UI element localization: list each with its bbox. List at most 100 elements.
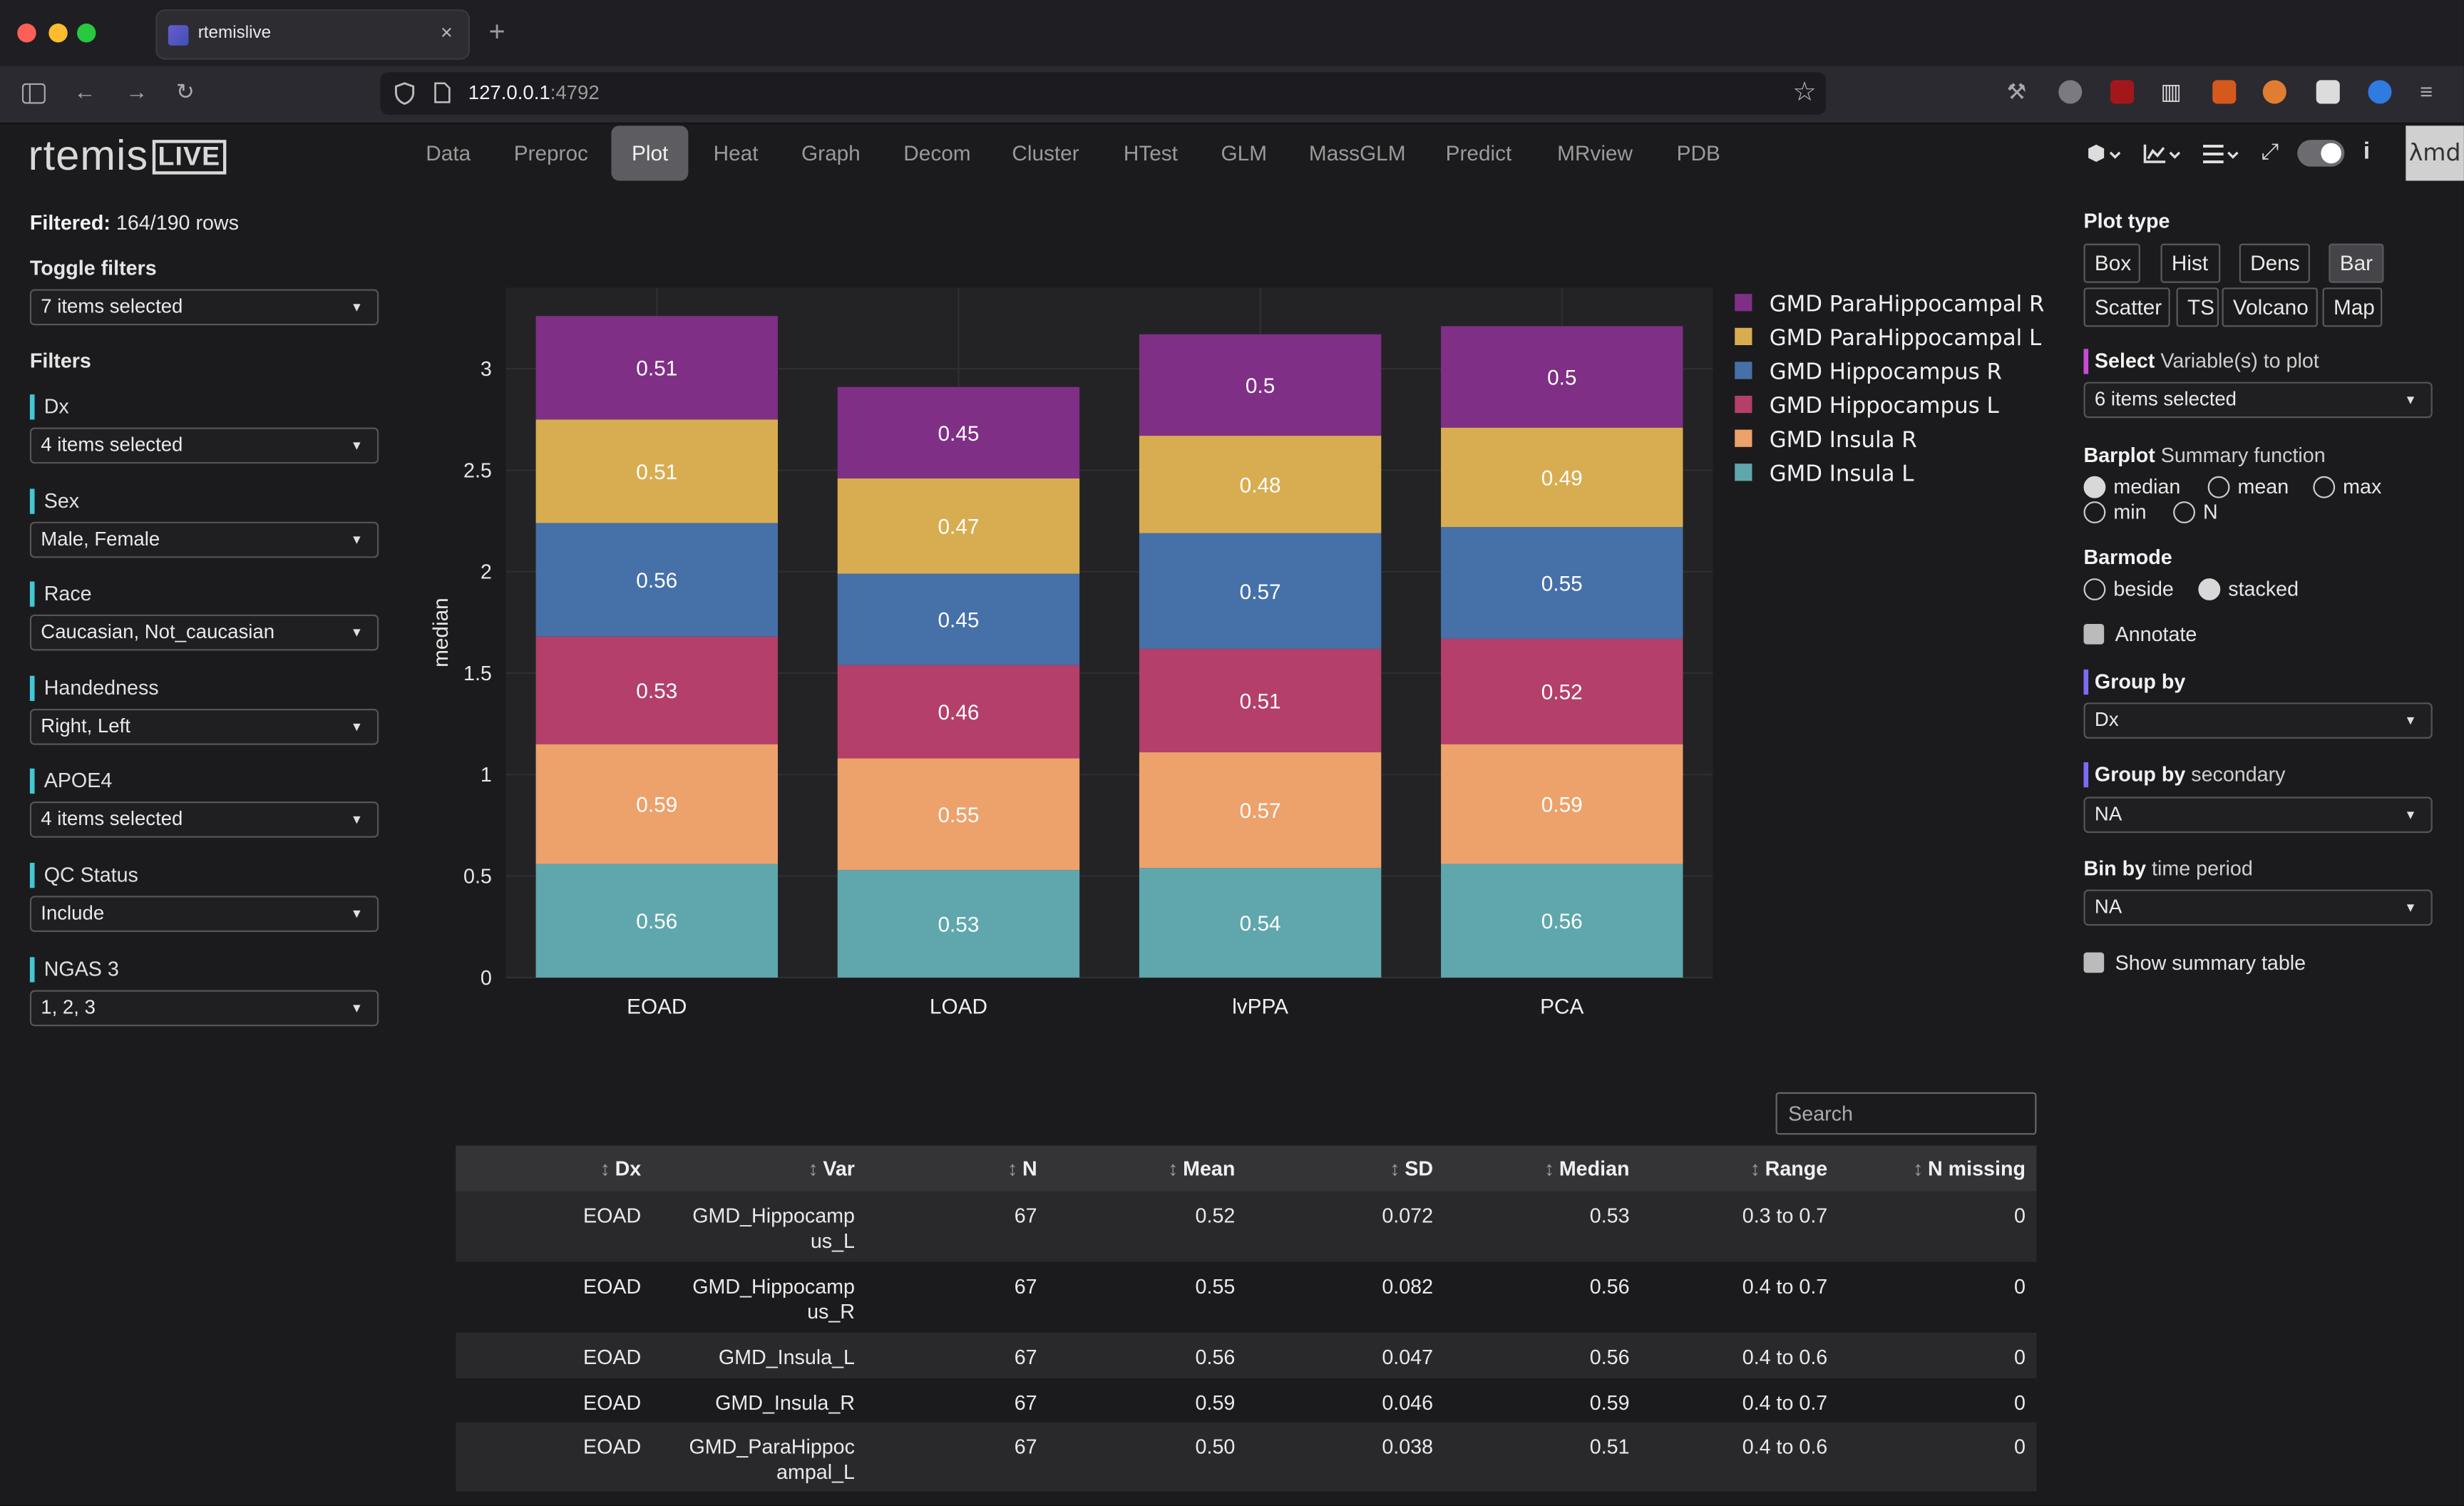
- column-header-var[interactable]: ↕ Var: [808, 1157, 855, 1180]
- bin-by-select[interactable]: NA ▼: [2083, 889, 2433, 926]
- chart-menu-icon[interactable]: [2143, 143, 2184, 165]
- group-by-secondary-select[interactable]: NA ▼: [2083, 796, 2433, 834]
- nav-tab-cluster[interactable]: Cluster: [1012, 141, 1079, 165]
- filter-select-qc-status[interactable]: Include ▼: [29, 896, 379, 932]
- nav-tab-predict[interactable]: Predict: [1445, 141, 1512, 165]
- list-menu-icon[interactable]: [2202, 143, 2242, 165]
- table-row[interactable]: EOAD GMD_Hippocamp us_R 67 0.55 0.082 0.56 0.4 …: [456, 1262, 2036, 1333]
- browser-tab[interactable]: rtemislive ×: [155, 9, 470, 60]
- fire-extension-icon[interactable]: [2212, 80, 2237, 104]
- table-row[interactable]: EOAD GMD_Insula_L 67 0.56 0.047 0.56 0.4 to 0.…: [456, 1332, 2037, 1378]
- show-summary-checkbox[interactable]: [2083, 952, 2105, 973]
- column-header-sd[interactable]: ↕ SD: [1390, 1157, 1433, 1180]
- plot-type-scatter-button[interactable]: Scatter: [2083, 287, 2170, 327]
- back-arrow-icon[interactable]: ←: [73, 78, 96, 104]
- bars-extension-icon[interactable]: ▥: [2160, 78, 2182, 104]
- info-icon[interactable]: i: [2363, 138, 2371, 165]
- filter-select-handedness[interactable]: Right, Left ▼: [29, 708, 379, 745]
- plot-type-map-button[interactable]: Map: [2322, 287, 2383, 327]
- plot-type-ts-button[interactable]: TS: [2176, 287, 2219, 327]
- table-search-input[interactable]: Search: [1775, 1092, 2037, 1135]
- nav-tab-plot[interactable]: Plot: [611, 125, 689, 181]
- new-tab-icon[interactable]: +: [488, 16, 505, 48]
- cube-menu-icon[interactable]: [2087, 143, 2125, 165]
- plot-type-dens-button[interactable]: Dens: [2239, 243, 2310, 283]
- toggle-filters-select[interactable]: 7 items selected ▼: [29, 289, 379, 326]
- nav-tab-graph[interactable]: Graph: [801, 141, 861, 165]
- caret-down-icon: ▼: [350, 906, 364, 921]
- dog-extension-icon[interactable]: [2262, 80, 2286, 104]
- globe-extension-icon[interactable]: [2058, 80, 2083, 104]
- summary-max-radio[interactable]: max: [2313, 475, 2381, 498]
- nav-tab-preproc[interactable]: Preproc: [513, 141, 588, 165]
- nav-tab-glm[interactable]: GLM: [1221, 141, 1268, 165]
- filter-select-ngas-3[interactable]: 1, 2, 3 ▼: [29, 989, 379, 1026]
- data-label: 0.51: [636, 357, 677, 381]
- y-tick-label: 1: [481, 764, 492, 787]
- column-header-n-missing[interactable]: ↕ N missing: [1913, 1157, 2026, 1180]
- lambda-md-logo[interactable]: λmd: [2406, 125, 2464, 181]
- column-header-dx[interactable]: ↕ Dx: [600, 1157, 642, 1180]
- browser-menu-icon[interactable]: ≡: [2420, 78, 2433, 104]
- summary-n-radio[interactable]: N: [2173, 500, 2218, 523]
- caret-down-icon: ▼: [350, 625, 364, 640]
- url-text[interactable]: 127.0.0.1:4792: [468, 82, 600, 104]
- filter-value: Caucasian, Not_caucasian: [41, 620, 275, 643]
- bar-segment: [837, 758, 1080, 871]
- bookmark-star-icon[interactable]: ☆: [1792, 76, 1817, 107]
- close-tab-icon[interactable]: ×: [441, 20, 453, 44]
- column-header-median[interactable]: ↕ Median: [1544, 1157, 1630, 1180]
- document-extension-icon[interactable]: [2316, 80, 2340, 104]
- nav-tab-decom[interactable]: Decom: [903, 141, 971, 165]
- forward-arrow-icon[interactable]: →: [125, 78, 148, 104]
- nav-tab-data[interactable]: Data: [426, 141, 471, 165]
- cell-var-line2: ampal_L: [776, 1460, 855, 1484]
- nav-tab-mrview[interactable]: MRview: [1557, 141, 1633, 165]
- column-header-mean[interactable]: ↕ Mean: [1168, 1157, 1235, 1180]
- plot-type-box-button[interactable]: Box: [2083, 243, 2140, 283]
- summary-median-radio[interactable]: median: [2083, 475, 2180, 498]
- cell-range: 0.4 to 0.7: [1742, 1274, 1828, 1298]
- cell-var-line1: GMD_Hippocamp: [692, 1204, 855, 1228]
- shield-icon[interactable]: [394, 82, 415, 106]
- fullscreen-icon[interactable]: ⤢: [2261, 138, 2279, 164]
- filter-select-sex[interactable]: Male, Female ▼: [29, 521, 379, 558]
- page-icon[interactable]: [433, 82, 451, 104]
- bar-segment: [535, 636, 778, 744]
- reload-icon[interactable]: ↻: [175, 78, 195, 104]
- plot-type-volcano-button[interactable]: Volcano: [2222, 287, 2318, 327]
- filter-select-apoe4[interactable]: 4 items selected ▼: [29, 801, 379, 839]
- dark-mode-toggle[interactable]: [2297, 140, 2345, 167]
- barmode-beside-radio[interactable]: beside: [2083, 577, 2174, 600]
- column-header-n[interactable]: ↕ N: [1007, 1157, 1037, 1180]
- summary-mean-radio[interactable]: mean: [2207, 475, 2289, 498]
- filter-value: 4 items selected: [41, 434, 183, 456]
- annotate-checkbox[interactable]: [2083, 623, 2105, 645]
- barmode-stacked-radio[interactable]: stacked: [2198, 577, 2299, 600]
- variables-select[interactable]: 6 items selected ▼: [2083, 381, 2433, 419]
- zoom-window-button[interactable]: [76, 24, 96, 43]
- filter-select-dx[interactable]: 4 items selected ▼: [29, 427, 379, 464]
- table-row[interactable]: EOAD GMD_ParaHippoc ampal_L 67 0.50 0.038 0.51…: [456, 1422, 2037, 1492]
- nav-tab-pdb[interactable]: PDB: [1676, 141, 1720, 165]
- group-by-select[interactable]: Dx ▼: [2083, 702, 2433, 739]
- summary-min-radio[interactable]: min: [2083, 500, 2147, 523]
- nav-tab-heat[interactable]: Heat: [713, 141, 759, 165]
- caret-down-icon: ▼: [2404, 807, 2417, 822]
- table-row[interactable]: EOAD GMD_Insula_R 67 0.59 0.046 0.59 0.4 to 0.…: [456, 1378, 2036, 1423]
- filter-select-race[interactable]: Caucasian, Not_caucasian ▼: [29, 615, 379, 651]
- sidebar-toggle-icon[interactable]: [21, 83, 46, 104]
- close-window-button[interactable]: [17, 24, 36, 43]
- cell-var-line1: GMD_Hippocamp: [692, 1274, 855, 1298]
- minimize-window-button[interactable]: [48, 24, 68, 43]
- nav-tab-massglm[interactable]: MassGLM: [1308, 141, 1406, 165]
- arrow-extension-icon[interactable]: [2368, 80, 2392, 104]
- plot-type-hist-button[interactable]: Hist: [2160, 243, 2221, 283]
- table-row[interactable]: EOAD GMD_Hippocamp us_L 67 0.52 0.072 0.53 0.3 …: [456, 1191, 2037, 1262]
- column-header-range[interactable]: ↕ Range: [1750, 1157, 1828, 1180]
- wrench-icon[interactable]: ⚒: [2006, 78, 2027, 104]
- plot-type-bar-button[interactable]: Bar: [2329, 243, 2384, 283]
- nav-tab-htest[interactable]: HTest: [1123, 141, 1178, 165]
- ublock-extension-icon[interactable]: [2110, 80, 2135, 104]
- url-bar[interactable]: 127.0.0.1:4792 ☆: [380, 72, 1827, 115]
